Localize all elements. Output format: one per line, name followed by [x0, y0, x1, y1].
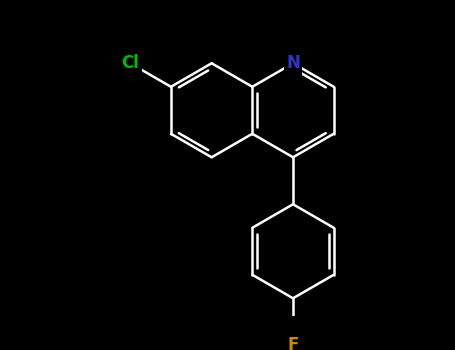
Text: Cl: Cl: [121, 54, 139, 72]
Text: N: N: [286, 54, 300, 72]
Text: F: F: [288, 336, 299, 350]
